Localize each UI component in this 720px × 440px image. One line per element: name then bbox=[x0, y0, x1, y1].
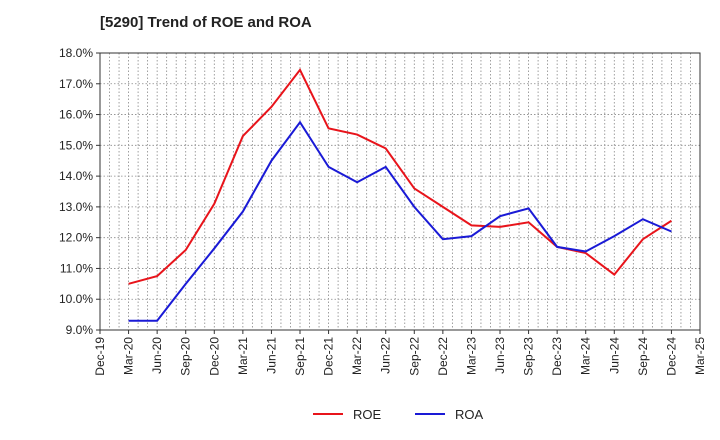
x-tick-label: Mar-22 bbox=[350, 337, 364, 375]
x-tick-label: Jun-22 bbox=[379, 337, 393, 374]
series-line-roe bbox=[128, 68, 672, 285]
y-tick-label: 11.0% bbox=[60, 261, 93, 275]
y-tick-label: 16.0% bbox=[59, 108, 93, 122]
x-tick-label: Mar-20 bbox=[122, 337, 136, 375]
legend: ROE ROA bbox=[313, 407, 484, 422]
series-line-roa bbox=[128, 120, 672, 322]
y-tick-label: 14.0% bbox=[59, 169, 93, 183]
grid-layer bbox=[100, 52, 700, 330]
plot-frame bbox=[99, 52, 701, 331]
legend-label-roa: ROA bbox=[455, 407, 484, 422]
x-tick-label: Dec-20 bbox=[207, 337, 221, 376]
x-tick-label: Dec-23 bbox=[550, 337, 564, 376]
x-tick-label: Mar-24 bbox=[579, 337, 593, 375]
x-tick-label: Sep-22 bbox=[407, 337, 421, 376]
legend-label-roe: ROE bbox=[353, 407, 382, 422]
chart-title: [5290] Trend of ROE and ROA bbox=[100, 14, 312, 31]
y-tick-label: 10.0% bbox=[59, 292, 93, 306]
x-tick-label: Sep-24 bbox=[636, 337, 650, 376]
x-tick-label: Jun-23 bbox=[493, 337, 507, 374]
x-tick-label: Mar-25 bbox=[693, 337, 707, 375]
x-tick-label: Jun-21 bbox=[264, 337, 278, 374]
series-layer bbox=[128, 68, 672, 322]
x-tick-label: Dec-21 bbox=[322, 337, 336, 376]
x-tick-label: Sep-20 bbox=[179, 337, 193, 376]
x-tick-label: Jun-24 bbox=[607, 337, 621, 374]
x-tick-label: Dec-24 bbox=[664, 337, 678, 376]
y-tick-label: 12.0% bbox=[59, 231, 93, 245]
axis-layer: 9.0% 10.0% 11.0% 12.0% 13.0% 14.0% 15.0% 16.0% 1… bbox=[59, 46, 707, 376]
y-tick-label: 9.0% bbox=[66, 323, 94, 337]
x-tick-label: Mar-21 bbox=[236, 337, 250, 375]
x-tick-label: Dec-19 bbox=[93, 337, 107, 376]
x-tick-label: Dec-22 bbox=[436, 337, 450, 376]
x-tick-label: Sep-23 bbox=[522, 337, 536, 376]
x-tick-label: Mar-23 bbox=[464, 337, 478, 375]
y-tick-label: 15.0% bbox=[59, 138, 93, 152]
y-tick-label: 13.0% bbox=[59, 200, 93, 214]
y-tick-label: 18.0% bbox=[59, 46, 93, 60]
x-tick-label: Sep-21 bbox=[293, 337, 307, 376]
y-tick-label: 17.0% bbox=[59, 77, 93, 91]
x-tick-label: Jun-20 bbox=[150, 337, 164, 374]
